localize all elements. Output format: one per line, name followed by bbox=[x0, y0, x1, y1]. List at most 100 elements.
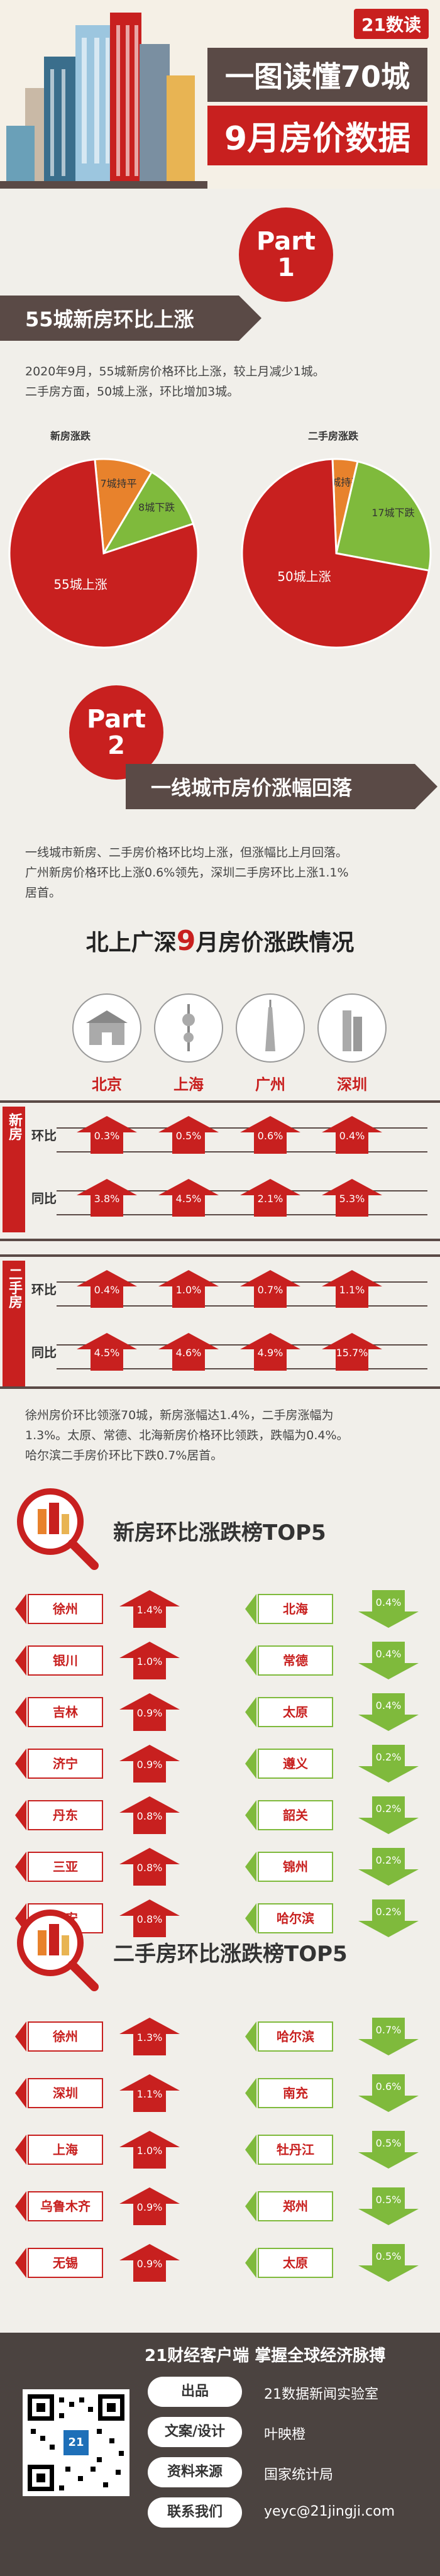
up-arrow-icon: 0.3% bbox=[77, 1116, 137, 1154]
down-arrow-icon: 0.6% bbox=[358, 2074, 419, 2112]
arrow-value: 0.4% bbox=[375, 1700, 402, 1711]
arrow-value: 3.8% bbox=[94, 1193, 120, 1205]
down-arrow-icon: 0.7% bbox=[358, 2018, 419, 2055]
city-skyline-illustration bbox=[0, 13, 207, 189]
part2-para-line: 一线城市新房、二手房价格环比均上涨，但涨幅比上月回落。 bbox=[25, 846, 348, 860]
arrow-value: 0.9% bbox=[136, 2258, 163, 2270]
rank-tab bbox=[245, 1697, 256, 1727]
up-arrow-icon: 2.1% bbox=[240, 1179, 300, 1217]
rank-tab bbox=[245, 2078, 256, 2108]
footer-value: 国家统计局 bbox=[264, 2467, 334, 2483]
arrow-value: 0.7% bbox=[375, 2024, 402, 2036]
pie-slice bbox=[101, 470, 195, 555]
rank-tab bbox=[15, 2135, 26, 2165]
arrow-value: 0.4% bbox=[375, 1648, 402, 1660]
footer-value: yeyc@21jingji.com bbox=[264, 2504, 395, 2519]
rank-city-up: 无锡 bbox=[28, 2248, 103, 2278]
pie-slice-label: 55城上涨 bbox=[53, 577, 107, 592]
rank-city-down: 哈尔滨 bbox=[258, 1903, 333, 1933]
rank-tab bbox=[15, 1645, 26, 1676]
up-arrow-icon: 0.6% bbox=[240, 1116, 300, 1154]
rank-city-down: 太原 bbox=[258, 1697, 333, 1727]
para3-line: 徐州房价环比领涨70城，新房涨幅达1.4%，二手房涨幅为 bbox=[25, 1408, 334, 1422]
rank-second-title: 二手房环比涨跌榜TOP5 bbox=[113, 1942, 348, 1967]
arrow-value: 0.8% bbox=[136, 1913, 163, 1925]
part1-paragraph: 2020年9月，55城新房价格环比上涨，较上月减少1城。 二手房方面，50城上涨… bbox=[25, 362, 427, 402]
arrow-value: 0.8% bbox=[136, 1810, 163, 1822]
rank-tab bbox=[245, 1852, 256, 1882]
header: 21数读 一图读懂70城 9月房价数据 bbox=[0, 0, 440, 189]
para3-line: 哈尔滨二手房价环比下跌0.7%居首。 bbox=[25, 1449, 223, 1462]
arrow-value: 0.4% bbox=[94, 1284, 120, 1296]
rank-city-down: 牡丹江 bbox=[258, 2135, 333, 2165]
pie-slice bbox=[241, 458, 431, 649]
arrow-value: 5.3% bbox=[339, 1193, 365, 1205]
part1-para-line: 二手房方面，50城上涨，环比增加3城。 bbox=[25, 385, 239, 399]
up-arrow-icon: 0.8% bbox=[119, 1899, 180, 1937]
part1-word: Part bbox=[256, 227, 316, 256]
down-arrow-icon: 0.5% bbox=[358, 2131, 419, 2169]
city-name-shanghai: 上海 bbox=[173, 1076, 204, 1093]
rank-tab bbox=[245, 1594, 256, 1624]
second-house-label: 二手房 bbox=[3, 1261, 25, 1386]
pie-slice bbox=[335, 460, 432, 572]
down-arrow-icon: 0.4% bbox=[358, 1693, 419, 1731]
part2-word: Part bbox=[86, 705, 146, 734]
part1-para-line: 2020年9月，55城新房价格环比上涨，较上月减少1城。 bbox=[25, 365, 325, 379]
arrow-value: 0.2% bbox=[375, 1854, 402, 1866]
rank-city-down: 韶关 bbox=[258, 1800, 333, 1830]
arrow-value: 1.1% bbox=[339, 1284, 365, 1296]
rank-tab bbox=[245, 2135, 256, 2165]
footer-key: 文案/设计 bbox=[148, 2417, 242, 2447]
title-box: 一图读懂70城 9月房价数据 bbox=[207, 44, 427, 169]
part1-number: 1 bbox=[277, 253, 295, 282]
magnifier-icon bbox=[17, 1910, 99, 1991]
rank-city-down: 南充 bbox=[258, 2078, 333, 2108]
footer-key: 出品 bbox=[148, 2377, 242, 2407]
rank-city-up: 乌鲁木齐 bbox=[28, 2191, 103, 2221]
bsgs-title-pre: 北上广深 bbox=[85, 930, 177, 956]
part1-section-title: 55城新房环比上涨 bbox=[0, 296, 261, 341]
footer-slogan: 21财经客户端 掌握全球经济脉搏 bbox=[145, 2347, 386, 2365]
qr-center-logo: 21 bbox=[68, 2436, 84, 2449]
city-name-beijing: 北京 bbox=[92, 1076, 122, 1093]
arrow-value: 15.7% bbox=[336, 1347, 368, 1359]
rank-tab bbox=[15, 1800, 26, 1830]
down-arrow-icon: 0.5% bbox=[358, 2244, 419, 2282]
arrow-value: 1.0% bbox=[136, 2145, 163, 2157]
part2-number: 2 bbox=[107, 731, 125, 760]
rank-tab bbox=[15, 1594, 26, 1624]
part2-para-line: 居首。 bbox=[25, 886, 62, 900]
city-name-guangzhou: 广州 bbox=[255, 1076, 285, 1093]
up-arrow-icon: 0.9% bbox=[119, 2244, 180, 2282]
second-house-label-text: 二手房 bbox=[6, 1267, 22, 1308]
up-arrow-icon: 1.1% bbox=[119, 2074, 180, 2112]
shenzhen-building-icon bbox=[317, 993, 387, 1063]
arrow-value: 0.5% bbox=[375, 2137, 402, 2149]
rank-tab bbox=[245, 1645, 256, 1676]
beijing-gate-icon bbox=[72, 993, 141, 1063]
pie-slice bbox=[94, 458, 153, 556]
rank-tab bbox=[245, 1800, 256, 1830]
rank-city-up: 吉林 bbox=[28, 1697, 103, 1727]
up-arrow-icon: 3.8% bbox=[77, 1179, 137, 1217]
up-arrow-icon: 0.9% bbox=[119, 1745, 180, 1783]
arrow-value: 1.4% bbox=[136, 1604, 163, 1616]
arrow-value: 0.4% bbox=[375, 1596, 402, 1608]
up-arrow-icon: 4.9% bbox=[240, 1333, 300, 1371]
down-arrow-icon: 0.2% bbox=[358, 1745, 419, 1783]
arrow-value: 0.8% bbox=[136, 1862, 163, 1874]
new-house-label-text: 新房 bbox=[6, 1113, 22, 1141]
rank-tab bbox=[15, 2248, 26, 2278]
guangzhou-tower-icon bbox=[236, 993, 305, 1063]
up-arrow-icon: 0.4% bbox=[77, 1270, 137, 1308]
rank-city-up: 徐州 bbox=[28, 2021, 103, 2052]
down-arrow-icon: 0.4% bbox=[358, 1642, 419, 1679]
rank-tab bbox=[245, 1749, 256, 1779]
magnifier-icon bbox=[17, 1488, 99, 1570]
up-arrow-icon: 15.7% bbox=[322, 1333, 382, 1371]
para3-line: 1.3%。太原、常德、北海新房价格环比领跌，跌幅为0.4%。 bbox=[25, 1429, 349, 1442]
pie-second-title: 二手房涨跌 bbox=[308, 430, 359, 442]
up-arrow-icon: 1.3% bbox=[119, 2018, 180, 2055]
